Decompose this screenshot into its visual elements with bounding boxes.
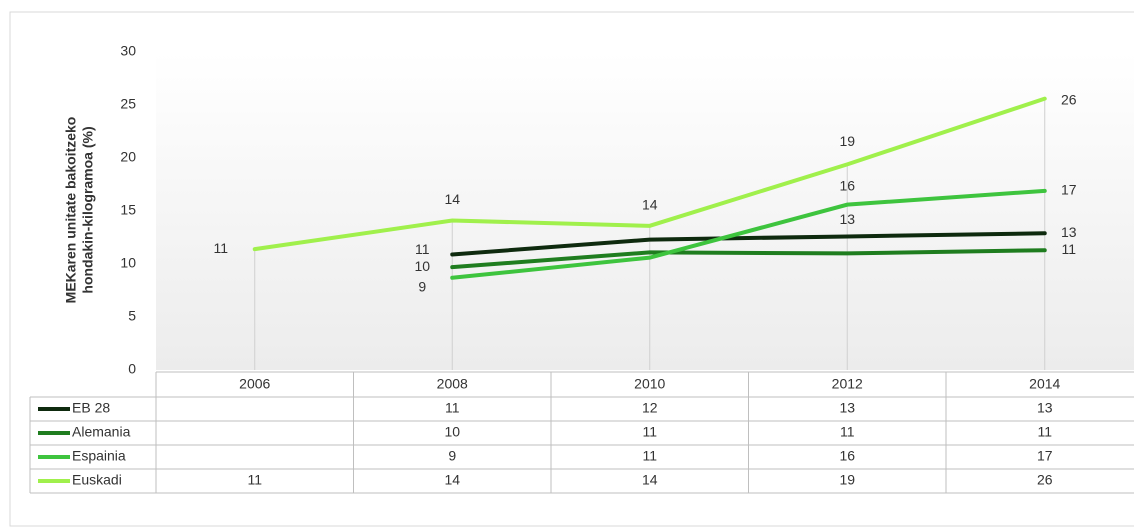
table-cell: 14 xyxy=(642,472,658,488)
y-tick-label: 15 xyxy=(120,202,136,218)
data-label: 19 xyxy=(839,133,855,149)
y-axis-title: MEKaren unitate bakoitzeko hondakin-kilo… xyxy=(63,117,96,304)
y-tick-label: 5 xyxy=(128,308,136,324)
data-label: 17 xyxy=(1061,182,1077,198)
table-cell: 19 xyxy=(839,472,855,488)
series-line xyxy=(450,231,1047,257)
table-cell: 12 xyxy=(642,400,658,416)
y-tick-label: 25 xyxy=(120,96,136,112)
data-label: 11 xyxy=(213,240,228,256)
y-tick-label: 20 xyxy=(120,149,136,165)
data-label: 26 xyxy=(1061,91,1077,107)
data-label: 9 xyxy=(418,278,426,294)
table-cell: 17 xyxy=(1037,448,1053,464)
data-label: 11 xyxy=(415,241,430,257)
table-cell: 11 xyxy=(642,448,657,464)
x-tick-label: 2014 xyxy=(1029,376,1060,392)
y-tick-label: 30 xyxy=(120,43,136,59)
data-label: 13 xyxy=(1061,224,1077,240)
x-tick-label: 2010 xyxy=(634,376,665,392)
legend-label: Alemania xyxy=(72,424,131,440)
data-label: 13 xyxy=(839,211,855,227)
table-cell: 11 xyxy=(247,472,262,488)
table-cell: 13 xyxy=(1037,400,1053,416)
table-cell: 11 xyxy=(840,424,855,440)
x-tick-label: 2008 xyxy=(437,376,468,392)
table-cell: 16 xyxy=(839,448,855,464)
table-cell: 13 xyxy=(839,400,855,416)
series-line xyxy=(450,248,1047,270)
y-tick-label: 10 xyxy=(120,255,136,271)
y-tick-label: 0 xyxy=(128,361,136,377)
series-line xyxy=(450,188,1047,280)
legend-label: Euskadi xyxy=(72,472,122,488)
x-tick-label: 2006 xyxy=(239,376,270,392)
x-tick-label: 2012 xyxy=(832,376,863,392)
data-label: 16 xyxy=(839,177,855,193)
table-cell: 11 xyxy=(642,424,657,440)
table-cell: 11 xyxy=(1037,424,1052,440)
plot-area xyxy=(156,52,1134,370)
series-line xyxy=(252,96,1047,252)
data-label: 14 xyxy=(642,197,658,213)
table-cell: 10 xyxy=(444,424,460,440)
data-label: 10 xyxy=(414,258,430,274)
table-cell: 9 xyxy=(448,448,456,464)
table-cell: 26 xyxy=(1037,472,1053,488)
y-axis-title-line: hondakin-kilogramoa (%) xyxy=(80,126,96,293)
data-label: 11 xyxy=(1061,241,1076,257)
table-cell: 11 xyxy=(445,400,460,416)
legend-label: Espainia xyxy=(72,448,126,464)
data-label: 14 xyxy=(444,191,460,207)
legend-label: EB 28 xyxy=(72,400,110,416)
table-cell: 14 xyxy=(444,472,460,488)
y-axis-title-line: MEKaren unitate bakoitzeko xyxy=(63,117,79,304)
